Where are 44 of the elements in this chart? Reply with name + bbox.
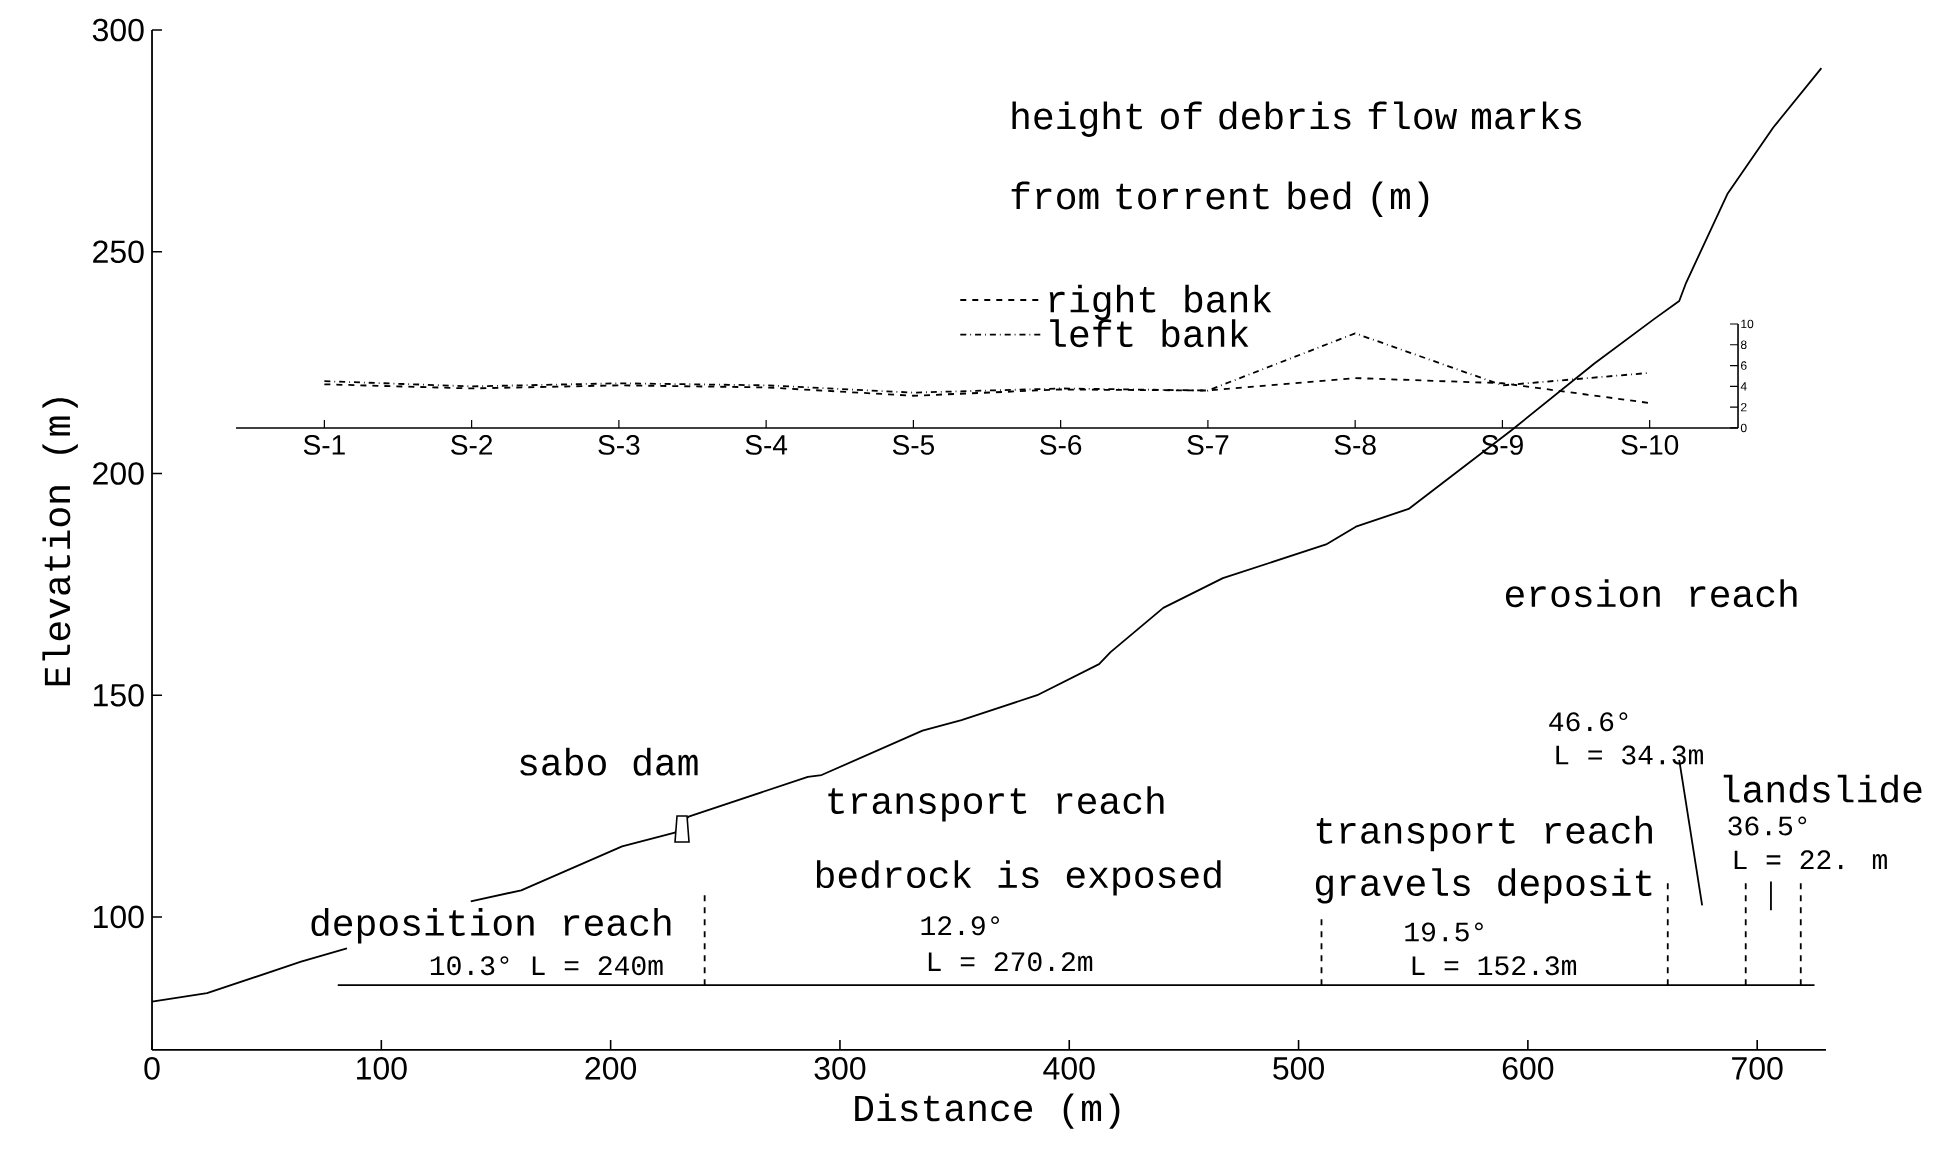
x-tick-label: S-4 — [745, 435, 788, 455]
annotation: L = 152.3m — [1412, 956, 1577, 976]
y-axis-title: Elevation (m) — [42, 398, 78, 686]
y-tick-label: 200 — [93, 462, 144, 485]
x-tick-label: S-2 — [451, 435, 493, 455]
y-tick-label: 300 — [92, 18, 144, 42]
annotation: transport reach — [1316, 815, 1652, 852]
x-tick-label: 600 — [1502, 1057, 1554, 1080]
annotation: L = 22. m — [1734, 850, 1887, 870]
x-tick-label: S-8 — [1334, 435, 1376, 455]
annotation: 12.9° — [921, 916, 999, 936]
annotation: L = 270.2m — [928, 952, 1093, 972]
legend-label: left bank — [1050, 319, 1249, 348]
legend-label: right bank — [1049, 284, 1272, 321]
annotation: 36.5° — [1728, 816, 1807, 836]
annotation: 19.5° — [1405, 922, 1483, 942]
x-tick-label: 100 — [357, 1057, 407, 1080]
x-tick-label: S-5 — [892, 435, 934, 455]
x-tick-label: 200 — [585, 1057, 637, 1080]
y-tick-label: 150 — [94, 683, 144, 707]
x-tick-label: S-1 — [303, 435, 345, 455]
annotation: gravels deposit — [1315, 868, 1652, 904]
y-tick-label: 100 — [94, 905, 144, 929]
x-tick-label: S-6 — [1040, 435, 1082, 455]
x-axis-title: Distance (m) — [855, 1093, 1120, 1129]
annotation: L = 34.3m — [1556, 745, 1703, 765]
annotation: deposition reach — [311, 908, 671, 944]
annotation: bedrock is exposed — [816, 860, 1221, 896]
x-tick-label: S-10 — [1621, 435, 1679, 455]
annotation: 10.3° L = 240m — [430, 956, 663, 976]
annotation: erosion reach — [1505, 579, 1797, 608]
x-tick-label: S-7 — [1187, 435, 1229, 455]
annotation: transport reach — [828, 786, 1164, 822]
x-tick-label: 500 — [1273, 1057, 1324, 1080]
annotation: sabo dam — [520, 747, 698, 776]
y-tick-label: 250 — [93, 240, 144, 264]
chart-title: height of debris flow marks from torrent bed (m) — [1011, 101, 1582, 217]
x-tick-label: 700 — [1732, 1057, 1783, 1080]
x-tick-label: 300 — [814, 1057, 866, 1080]
annotation: 46.6° — [1549, 712, 1628, 732]
x-tick-label: S-3 — [598, 435, 640, 455]
x-tick-label: 0 — [144, 1057, 160, 1080]
x-tick-label: 400 — [1043, 1057, 1095, 1080]
annotation: landslide — [1723, 774, 1922, 803]
